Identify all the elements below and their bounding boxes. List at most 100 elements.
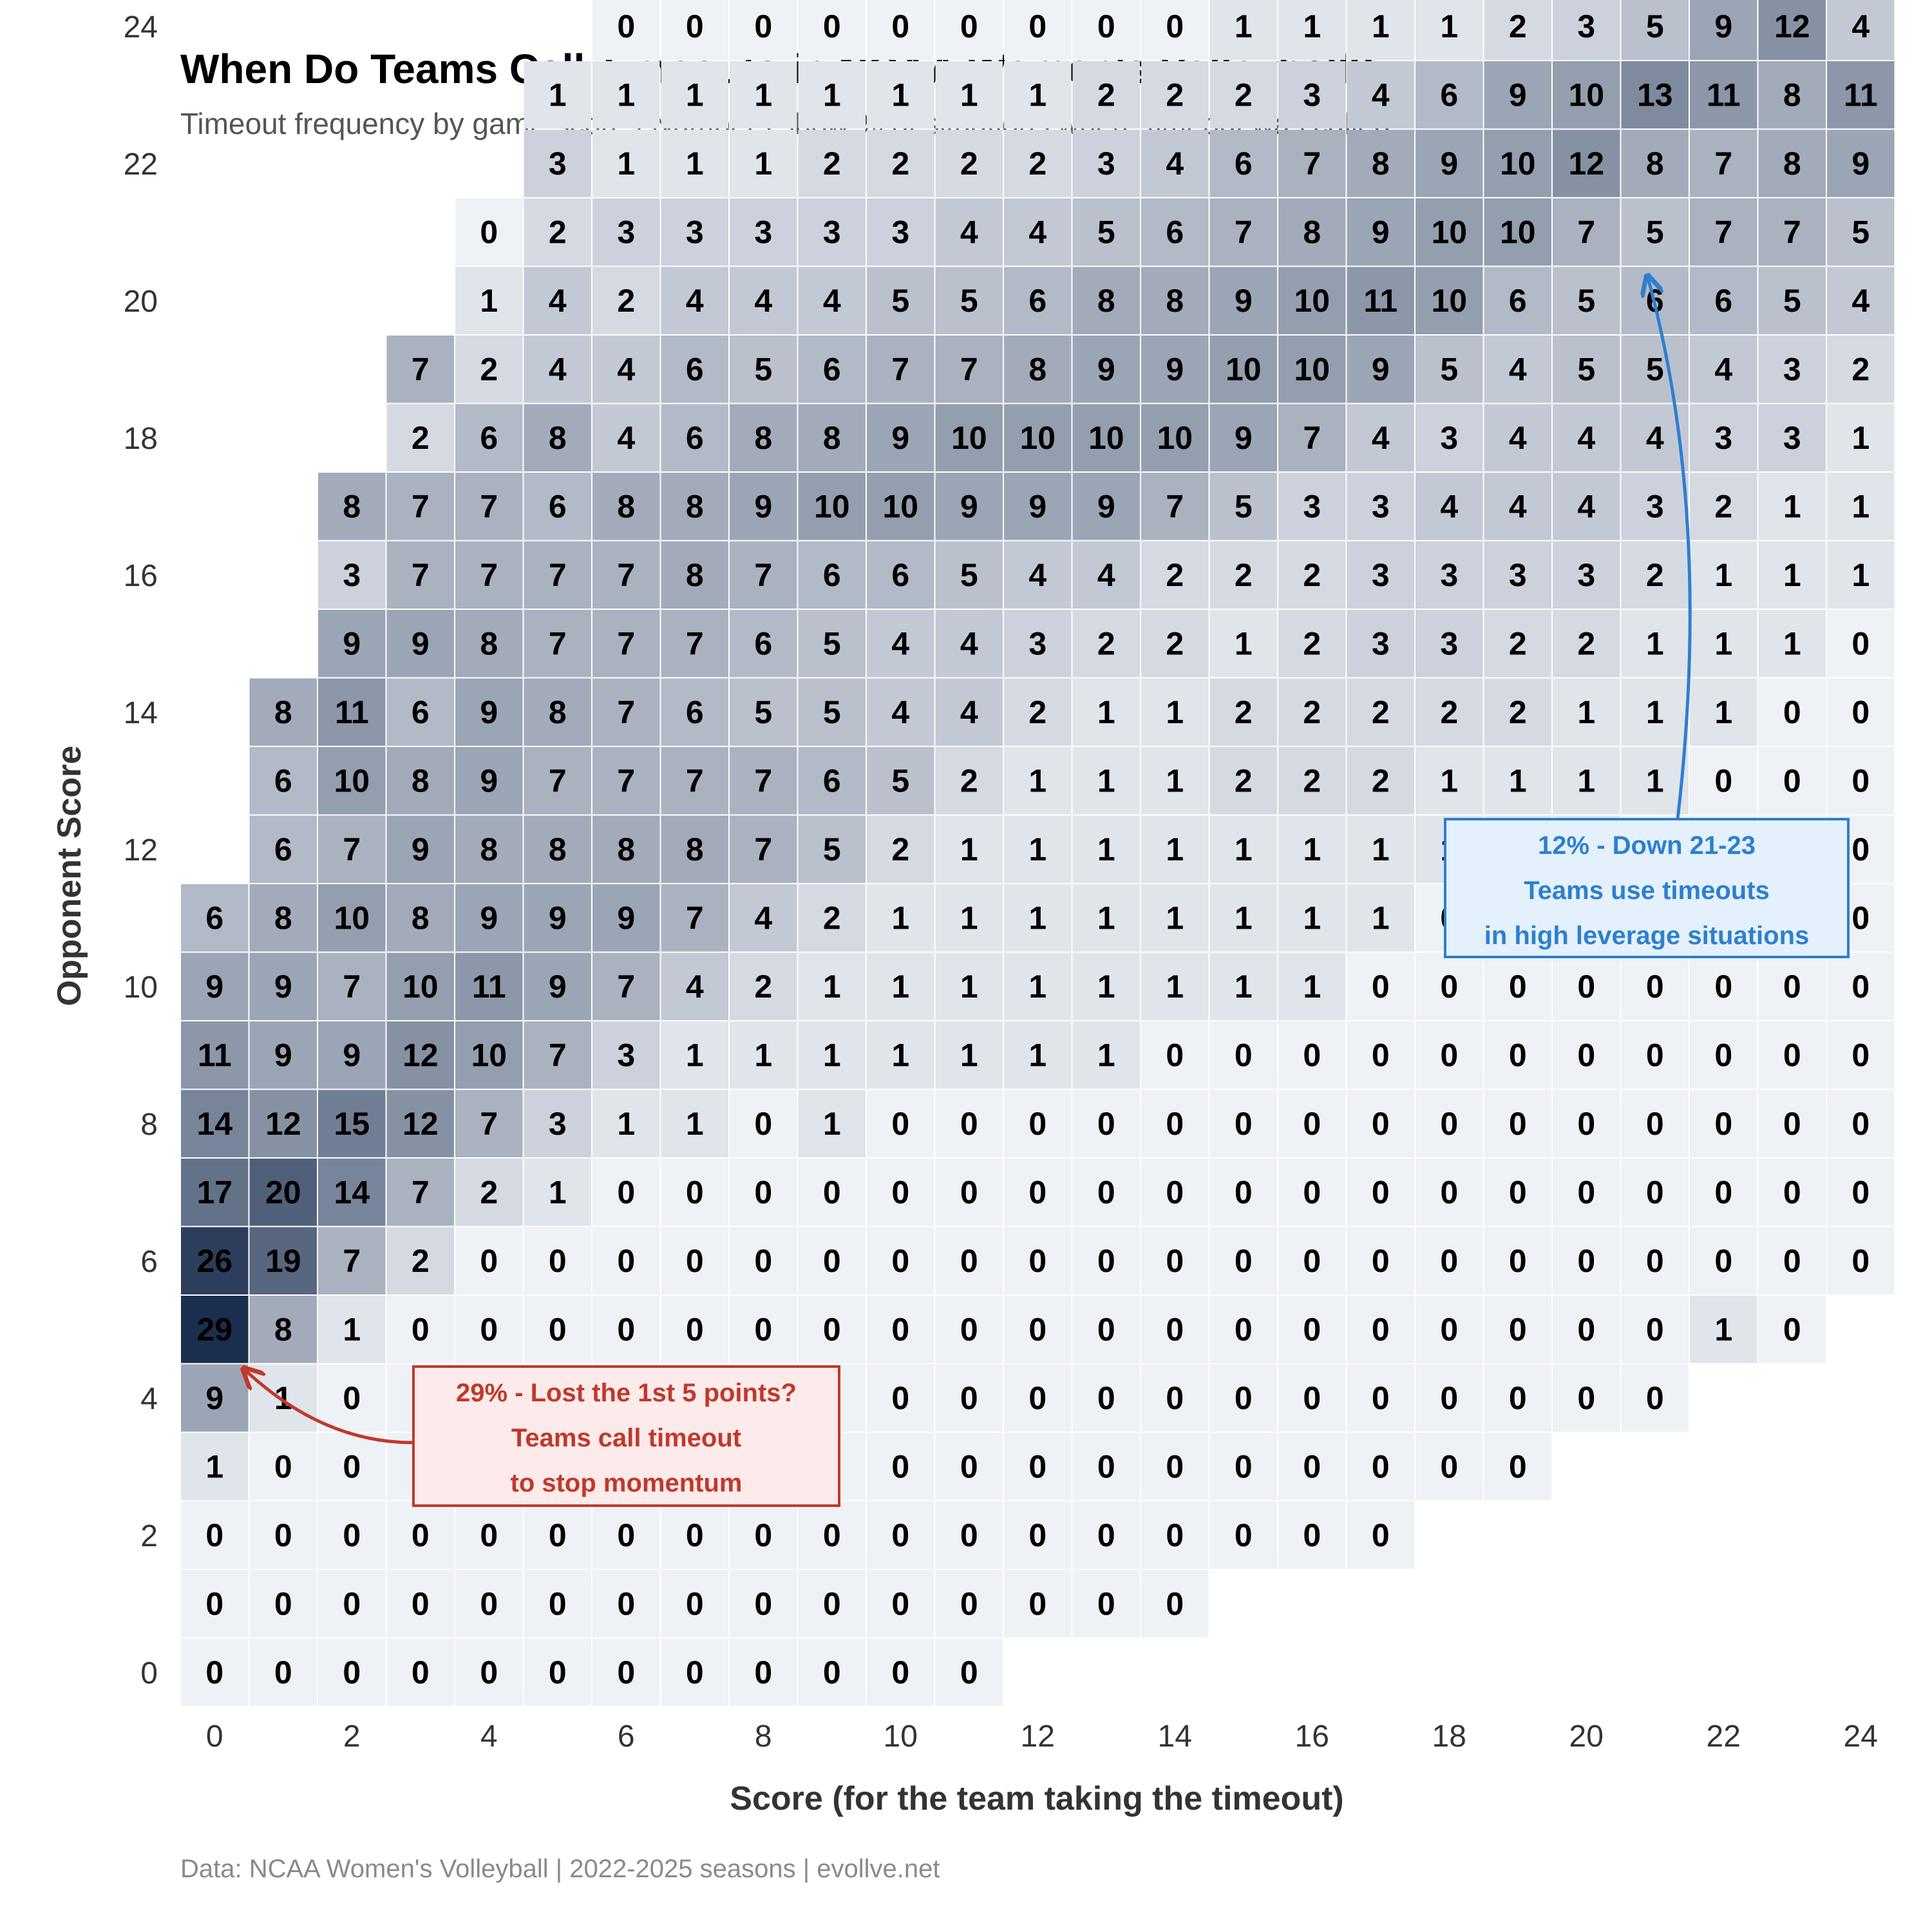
heatmap-cell-9-22: [798, 129, 866, 197]
cell-value-label: 4: [1852, 8, 1870, 44]
heatmap-cell-11-19: [935, 336, 1003, 403]
heatmap-cell-24-6: [1827, 1227, 1895, 1294]
heatmap-cell-21-23: [1621, 61, 1689, 129]
heatmap-cell-6-24: [592, 0, 660, 60]
heatmap-cell-3-1: [386, 1570, 454, 1638]
cell-value-label: 3: [343, 557, 361, 593]
heatmap-cell-10-6: [867, 1227, 934, 1294]
heatmap-cell-7-10: [661, 952, 728, 1020]
cell-value-label: 2: [1646, 557, 1664, 593]
heatmap-cell-7-8: [661, 1090, 728, 1157]
cell-value-label: 5: [891, 283, 909, 319]
cell-value-label: 0: [617, 1311, 635, 1347]
cell-value-label: 10: [1294, 283, 1330, 319]
cell-value-label: 7: [1577, 214, 1595, 250]
heatmap-cell-7-21: [661, 198, 728, 266]
heatmap-cell-4-2: [455, 1501, 523, 1569]
heatmap-cell-17-18: [1347, 404, 1414, 471]
cell-value-label: 1: [1783, 625, 1801, 661]
cell-value-label: 1: [1646, 762, 1664, 799]
heatmap-cell-2-13: [318, 747, 386, 815]
cell-value-label: 9: [343, 1037, 361, 1073]
cell-value-label: 8: [617, 831, 635, 867]
heatmap-cell-8-5: [730, 1296, 797, 1363]
cell-value-label: 8: [617, 488, 635, 524]
cell-value-label: 0: [1852, 900, 1870, 936]
cell-value-label: 3: [1783, 351, 1801, 387]
cell-value-label: 0: [343, 1517, 361, 1553]
annotation-red-line2: Teams call timeout: [511, 1424, 742, 1452]
heatmap-cell-2-11: [318, 884, 386, 952]
cell-value-label: 8: [686, 557, 704, 593]
cell-value-label: 0: [960, 1654, 978, 1690]
heatmap-cell-9-12: [798, 815, 866, 883]
cell-value-label: 2: [549, 214, 567, 250]
heatmap-cell-14-20: [1141, 267, 1209, 334]
cell-value-label: 9: [343, 625, 361, 661]
cell-value-label: 2: [754, 969, 772, 1005]
heatmap-cell-10-1: [867, 1570, 934, 1638]
heatmap-cell-0-5: [181, 1296, 249, 1363]
heatmap-cell-16-23: [1278, 61, 1346, 129]
cell-value-label: 8: [549, 420, 567, 456]
x-axis-title: Score (for the team taking the timeout): [730, 1780, 1343, 1817]
cell-value-label: 1: [823, 1037, 841, 1073]
cell-value-label: 1: [1303, 900, 1321, 936]
cell-value-label: 0: [1303, 1106, 1321, 1142]
cell-value-label: 2: [1303, 694, 1321, 730]
heatmap-cell-22-14: [1690, 678, 1757, 746]
heatmap-cell-16-10: [1278, 952, 1346, 1020]
heatmap-cell-1-7: [249, 1159, 317, 1226]
cell-value-label: 5: [960, 283, 978, 319]
heatmap-cell-14-1: [1141, 1570, 1209, 1638]
heatmap-cell-15-8: [1209, 1090, 1277, 1157]
heatmap-cell-20-8: [1553, 1090, 1620, 1157]
cell-value-label: 0: [1372, 1517, 1390, 1553]
heatmap-cell-24-7: [1827, 1159, 1895, 1226]
cell-value-label: 3: [1028, 625, 1046, 661]
heatmap-cell-7-6: [661, 1227, 728, 1294]
cell-value-label: 8: [1646, 146, 1664, 182]
cell-value-label: 0: [1166, 1311, 1184, 1347]
heatmap-cell-24-13: [1827, 747, 1895, 815]
cell-value-label: 9: [412, 831, 430, 867]
heatmap-cell-11-21: [935, 198, 1003, 266]
heatmap-cell-13-3: [1072, 1433, 1140, 1501]
cell-value-label: 0: [1303, 1174, 1321, 1210]
cell-value-label: 19: [265, 1243, 301, 1279]
heatmap-cell-12-7: [1004, 1159, 1072, 1226]
annotation-blue-line3: in high leverage situations: [1484, 922, 1810, 950]
cell-value-label: 1: [823, 969, 841, 1005]
cell-value-label: 10: [1226, 351, 1262, 387]
heatmap-cell-9-2: [798, 1501, 866, 1569]
heatmap-cell-4-16: [455, 541, 523, 609]
heatmap-cell-7-13: [661, 747, 728, 815]
cell-value-label: 3: [1440, 557, 1458, 593]
cell-value-label: 5: [960, 557, 978, 593]
cell-value-label: 0: [960, 1380, 978, 1416]
heatmap-cell-9-6: [798, 1227, 866, 1294]
x-tick-label: 2: [343, 1719, 361, 1754]
heatmap-cell-15-9: [1209, 1021, 1277, 1089]
cell-value-label: 0: [274, 1517, 292, 1553]
cell-value-label: 8: [1303, 214, 1321, 250]
x-tick-label: 0: [206, 1719, 223, 1754]
heatmap-cell-22-23: [1690, 61, 1757, 129]
cell-value-label: 0: [1303, 1037, 1321, 1073]
cell-value-label: 0: [1646, 969, 1664, 1005]
cell-value-label: 7: [549, 762, 567, 799]
heatmap-cell-16-16: [1278, 541, 1346, 609]
heatmap-cell-17-21: [1347, 198, 1414, 266]
heatmap-cell-17-3: [1347, 1433, 1414, 1501]
heatmap-cell-10-2: [867, 1501, 934, 1569]
cell-value-label: 6: [274, 831, 292, 867]
cell-value-label: 0: [617, 1586, 635, 1622]
heatmap-cell-15-10: [1209, 952, 1277, 1020]
heatmap-cell-21-5: [1621, 1296, 1689, 1363]
heatmap-cell-8-7: [730, 1159, 797, 1226]
cell-value-label: 7: [412, 557, 430, 593]
heatmap-cell-10-11: [867, 884, 934, 952]
heatmap-cell-14-3: [1141, 1433, 1209, 1501]
cell-value-label: 2: [617, 283, 635, 319]
heatmap-cell-17-4: [1347, 1364, 1414, 1432]
